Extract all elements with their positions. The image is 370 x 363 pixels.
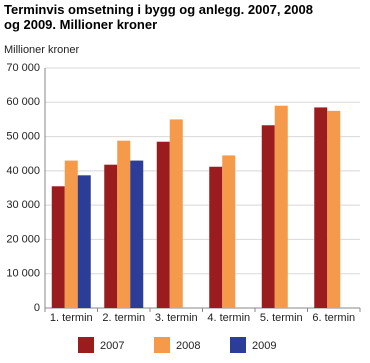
bar	[77, 175, 91, 308]
x-tick-label: 5. termin	[260, 312, 303, 324]
y-tick-label: 60 000	[6, 96, 40, 108]
y-tick-label: 20 000	[6, 233, 40, 245]
y-tick-label: 50 000	[6, 130, 40, 142]
bar	[169, 119, 183, 308]
bar	[222, 155, 236, 308]
y-tick-label: 0	[34, 302, 40, 314]
bar	[104, 164, 118, 308]
x-tick-label: 4. termin	[207, 312, 250, 324]
legend-swatch	[154, 337, 170, 353]
legend-label: 2007	[100, 340, 124, 352]
y-tick-label: 40 000	[6, 165, 40, 177]
legend-swatch	[78, 337, 94, 353]
y-tick-label: 30 000	[6, 199, 40, 211]
bar	[130, 160, 144, 308]
x-tick-label: 3. termin	[155, 312, 198, 324]
x-tick-label: 1. termin	[50, 312, 93, 324]
bar	[314, 107, 328, 308]
bar	[51, 186, 65, 308]
chart-title: Terminvis omsetning i bygg og anlegg. 20…	[4, 2, 313, 32]
legend-swatch	[230, 337, 246, 353]
bar	[261, 125, 275, 308]
y-axis-label: Millioner kroner	[4, 44, 80, 56]
x-tick-label: 2. termin	[102, 312, 145, 324]
x-tick-label: 6. termin	[312, 312, 355, 324]
bar	[327, 110, 341, 308]
bar	[117, 140, 131, 308]
bar	[209, 166, 223, 308]
bar	[156, 141, 170, 308]
bar	[274, 105, 288, 308]
legend-label: 2008	[176, 340, 200, 352]
legend-label: 2009	[252, 340, 276, 352]
y-tick-label: 70 000	[6, 62, 40, 74]
y-tick-label: 10 000	[6, 268, 40, 280]
bar	[64, 160, 78, 308]
